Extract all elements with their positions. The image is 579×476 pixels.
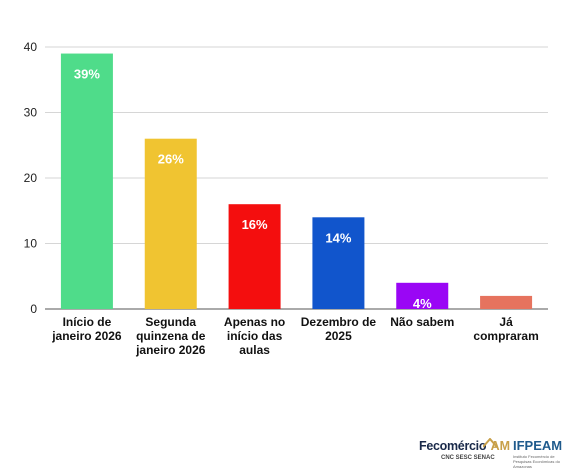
y-tick-label: 30 — [24, 106, 38, 120]
fecomercio-logo: Fecomércio AM CNC SESC SENAC — [419, 437, 511, 461]
data-label: 39% — [74, 67, 100, 82]
y-tick-label: 10 — [24, 237, 38, 251]
data-label: 2% — [497, 309, 516, 324]
x-category-label: Não sabem — [390, 315, 454, 329]
fecomercio-logo-region: AM — [490, 439, 511, 453]
ifpeam-logo: IFPEAM Instituto Fecomércio de Pesquisas… — [513, 437, 563, 469]
y-axis-ticks: 0 10 20 30 40 — [24, 40, 38, 316]
fecomercio-logo-name: Fecomércio — [419, 439, 487, 453]
bar — [60, 53, 113, 309]
ifpeam-logo-subtitle: Instituto Fecomércio de Pesquisas Econôm… — [513, 454, 560, 469]
bar — [312, 217, 365, 309]
x-category-label: Apenas no início das aulas — [224, 315, 285, 357]
x-axis-labels: Início de janeiro 2026 Segunda quinzena de j… — [51, 315, 539, 357]
y-tick-label: 40 — [24, 40, 38, 54]
data-label: 4% — [413, 296, 432, 311]
bar — [144, 138, 197, 309]
x-category-label: Início de janeiro 2026 — [51, 315, 122, 343]
bars — [60, 53, 533, 309]
footer-logos: Fecomércio AM CNC SESC SENAC IFPEAM Inst… — [405, 437, 575, 469]
x-category-label: Segunda quinzena de janeiro 2026 — [135, 315, 206, 357]
ifpeam-logo-name: IFPEAM — [513, 438, 563, 453]
gridlines — [45, 46, 548, 310]
fecomercio-mark-icon — [483, 438, 497, 448]
y-tick-label: 0 — [30, 302, 37, 316]
fecomercio-logo-subtitle: CNC SESC SENAC — [441, 455, 495, 461]
data-labels: 39% 26% 16% 14% 4% 2% — [74, 67, 516, 324]
x-category-label: Dezembro de 2025 — [301, 315, 377, 343]
data-label: 16% — [242, 217, 268, 232]
bar — [228, 204, 281, 309]
x-category-label: Já compraram — [473, 315, 538, 343]
data-label: 14% — [325, 230, 351, 245]
data-label: 26% — [158, 152, 184, 167]
bar — [480, 295, 533, 309]
bar — [396, 282, 449, 309]
y-tick-label: 20 — [24, 171, 38, 185]
